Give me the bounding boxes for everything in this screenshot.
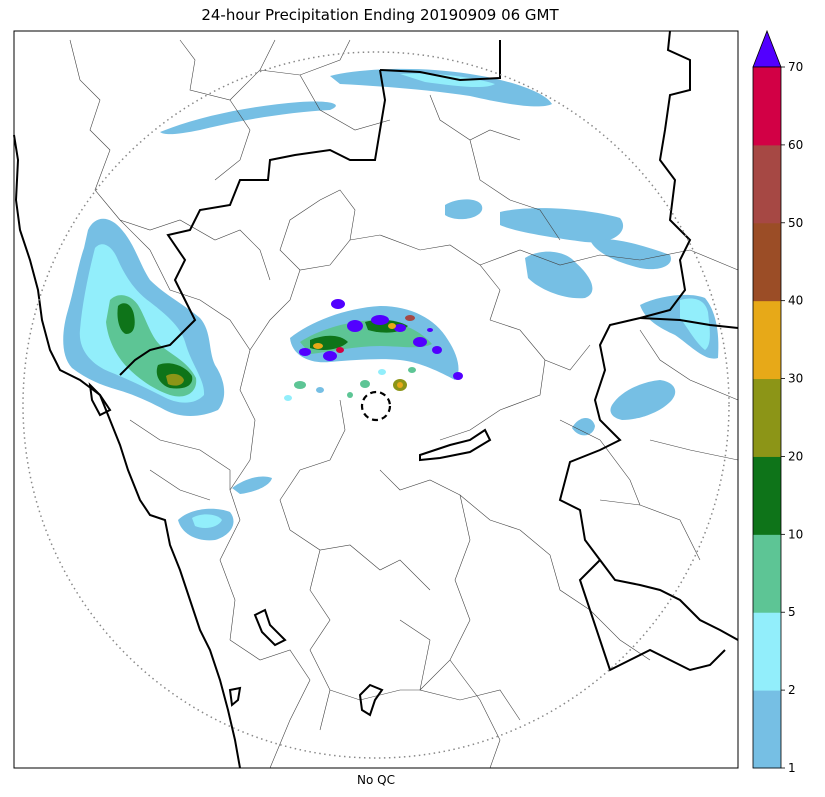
colorbar-tick-label: 1 (788, 761, 796, 775)
radar-range-ring (22, 51, 730, 759)
colorbar-segment (753, 690, 781, 769)
colorbar-segment (753, 534, 781, 613)
coastline (13, 134, 241, 769)
map-panel (13, 30, 739, 769)
precip-central-cluster (284, 299, 463, 401)
colorbar-tick-label: 30 (788, 372, 803, 386)
enclave-south-1 (253, 608, 287, 647)
colorbar-frame (752, 66, 782, 769)
colorbar-tick-label: 40 (788, 294, 803, 308)
state-border-north (379, 40, 501, 82)
enclave-south-2 (358, 683, 384, 717)
precip-area-ne-4 (590, 238, 671, 270)
enclave-central (419, 428, 492, 462)
colorbar-segment (753, 378, 781, 457)
map-frame (13, 30, 739, 769)
precip-area-north-left (160, 101, 336, 135)
map-title: 24-hour Precipitation Ending 20190909 06… (201, 6, 559, 24)
precip-area-west-plume-l5 (166, 373, 184, 386)
precip-area-ne-3 (525, 251, 593, 299)
enclave-coast (88, 382, 112, 417)
precip-area-ne-2 (500, 208, 624, 243)
precip-area-sw-1-core (192, 514, 222, 528)
precip-area-ne-1 (445, 199, 483, 220)
district-boundaries (69, 39, 739, 769)
colorbar: 1 2 5 10 20 30 40 50 60 70 (752, 29, 803, 775)
colorbar-tick-label: 20 (788, 449, 803, 463)
precip-area-sw-2 (232, 476, 272, 494)
precip-area-north-band (330, 68, 552, 107)
colorbar-segment (753, 144, 781, 224)
colorbar-tick-label: 10 (788, 527, 803, 541)
colorbar-segment (753, 612, 781, 691)
colorbar-tick-label: 50 (788, 216, 803, 230)
precip-area-east-1-core (680, 298, 710, 350)
state-boundaries (13, 30, 739, 769)
colorbar-segment (753, 222, 781, 302)
map-xlabel: No QC (357, 773, 395, 787)
colorbar-segment (753, 300, 781, 380)
precipitation-field (63, 68, 719, 541)
radar-site-marker (360, 390, 392, 422)
colorbar-tick-label: 70 (788, 60, 803, 74)
colorbar-tick-label: 5 (788, 605, 796, 619)
precip-area-west-plume-l4 (117, 303, 135, 334)
precip-area-east-3 (572, 417, 595, 436)
colorbar-extend-arrow (752, 29, 782, 68)
precip-area-north-band-core (400, 73, 495, 88)
colorbar-tick-label: 2 (788, 683, 796, 697)
colorbar-tick-label: 60 (788, 138, 803, 152)
state-border-west-north (119, 69, 387, 376)
colorbar-segment (753, 67, 781, 146)
precip-area-east-2 (610, 380, 676, 420)
enclave-sw (228, 686, 242, 707)
state-border-ne (558, 30, 739, 641)
colorbar-segment (753, 456, 781, 535)
state-border-se (578, 559, 726, 672)
state-border-east (639, 317, 739, 329)
